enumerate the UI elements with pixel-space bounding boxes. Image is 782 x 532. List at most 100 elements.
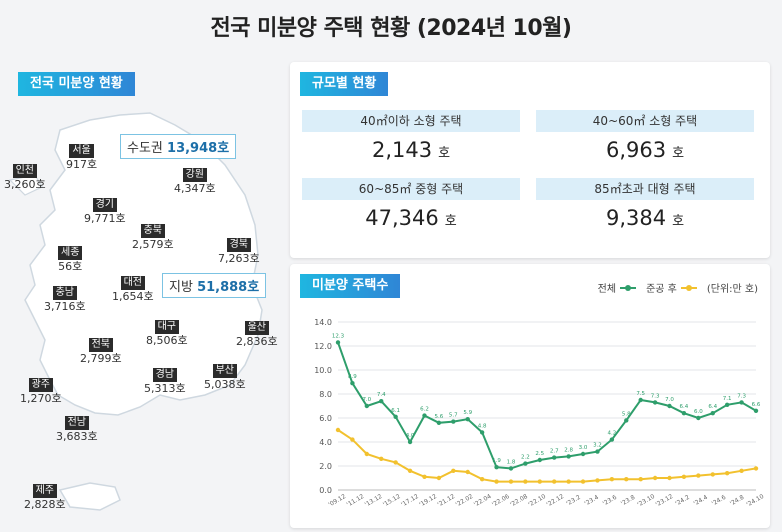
x-tick-label: '24.4 — [692, 494, 709, 508]
chart-legend: 전체 준공 후 (단위:만 호) — [598, 280, 758, 295]
data-label: 6.6 — [752, 402, 761, 408]
region-seoul: 서울 917호 — [66, 144, 98, 171]
size-cell-small-60: 40~60㎡ 소형 주택 6,963 호 — [536, 110, 754, 162]
data-label: 12.3 — [332, 333, 345, 339]
region-gangwon: 강원 4,347호 — [174, 168, 216, 195]
data-label: 1.9 — [492, 458, 501, 464]
size-value: 2,143 호 — [371, 138, 451, 162]
data-point — [335, 427, 341, 433]
data-point — [739, 468, 744, 473]
y-tick-label: 2.0 — [319, 462, 332, 471]
data-point — [523, 479, 528, 484]
x-tick-label: '17.12 — [400, 493, 420, 509]
data-point — [422, 413, 427, 418]
series-line-completed — [337, 429, 757, 483]
data-point — [580, 451, 586, 457]
data-point — [451, 419, 456, 424]
size-cell-medium: 60~85㎡ 중형 주택 47,346 호 — [302, 178, 520, 230]
x-tick-label: '22.10 — [527, 493, 547, 509]
region-gyeongbuk: 경북 7,263호 — [218, 238, 260, 265]
size-value: 47,346 호 — [365, 206, 457, 230]
x-tick-label: '23.2 — [565, 494, 582, 508]
data-point — [638, 477, 643, 482]
data-point — [681, 474, 687, 479]
line-chart: 0.02.04.06.08.010.012.014.0'09.12'11.12'… — [314, 318, 765, 509]
data-point — [667, 475, 672, 481]
size-label: 60~85㎡ 중형 주택 — [302, 178, 520, 200]
data-point — [537, 457, 542, 463]
x-tick-label: '15.12 — [382, 493, 402, 509]
data-point — [479, 430, 485, 435]
data-point — [537, 479, 542, 484]
data-point — [566, 479, 571, 484]
data-point — [350, 437, 355, 442]
y-tick-label: 10.0 — [314, 366, 332, 375]
data-point — [595, 449, 600, 454]
data-point — [696, 473, 701, 478]
data-point — [494, 465, 499, 470]
size-cell-small-40: 40㎡이하 소형 주택 2,143 호 — [302, 110, 520, 162]
data-point — [508, 466, 514, 471]
x-tick-label: '23.8 — [620, 494, 637, 508]
data-point — [724, 471, 730, 476]
x-tick-label: '09.12 — [327, 493, 347, 509]
data-point — [652, 400, 658, 405]
local-area-callout: 지방 51,888호 — [162, 273, 267, 298]
data-point — [552, 455, 557, 460]
map-section-tag: 전국 미분양 현황 — [18, 72, 135, 96]
size-panel: 규모별 현황 40㎡이하 소형 주택 2,143 호 40~60㎡ 소형 주택 6… — [290, 62, 770, 258]
size-value: 6,963 호 — [605, 138, 685, 162]
data-point — [523, 461, 528, 466]
x-tick-label: '19.12 — [418, 493, 438, 509]
region-incheon: 인천 3,260호 — [4, 164, 46, 191]
data-label: 7.3 — [737, 393, 746, 399]
x-tick-label: '22.02 — [455, 493, 475, 509]
data-point — [652, 475, 658, 481]
data-point — [753, 408, 759, 413]
size-label: 40㎡이하 소형 주택 — [302, 110, 520, 132]
data-label: 2.5 — [535, 451, 544, 457]
y-tick-label: 4.0 — [319, 438, 332, 447]
data-label: 6.0 — [694, 409, 703, 415]
data-point — [465, 469, 470, 475]
data-point — [393, 414, 398, 419]
data-point — [624, 418, 629, 423]
data-point — [436, 420, 442, 425]
data-point — [508, 479, 514, 484]
data-point — [494, 479, 499, 484]
data-label: 6.4 — [680, 404, 689, 410]
region-daegu: 대구 8,506호 — [146, 320, 188, 347]
region-chungbuk: 충북 2,579호 — [132, 224, 174, 251]
data-label: 4.0 — [406, 433, 415, 439]
data-label: 7.5 — [636, 391, 645, 397]
korea-map-shape — [8, 112, 263, 511]
data-point — [724, 402, 730, 407]
x-tick-label: '24.2 — [674, 494, 691, 508]
data-label: 7.0 — [665, 397, 674, 403]
x-tick-label: '24.10 — [745, 493, 765, 509]
data-point — [422, 474, 427, 479]
data-label: 8.9 — [348, 374, 357, 380]
data-label: 7.3 — [651, 393, 660, 399]
size-label: 40~60㎡ 소형 주택 — [536, 110, 754, 132]
data-point — [638, 397, 643, 403]
series-line-total — [337, 342, 757, 470]
data-point — [479, 477, 485, 482]
data-label: 5.8 — [622, 411, 631, 417]
x-tick-label: '22.06 — [491, 493, 511, 509]
legend-unit-note: (단위:만 호) — [706, 284, 758, 295]
legend-total-swatch — [620, 284, 637, 291]
x-tick-label: '22.12 — [545, 493, 565, 509]
region-jeju: 제주 2,828호 — [24, 484, 66, 511]
y-tick-label: 14.0 — [314, 318, 332, 327]
data-point — [580, 479, 586, 484]
region-chungnam: 충남 3,716호 — [44, 286, 86, 313]
data-label: 2.8 — [564, 447, 573, 453]
y-tick-label: 0.0 — [319, 486, 332, 495]
korea-map: 서울 917호 인천 3,260호 경기 9,771호 강원 4,347호 충북… — [0, 95, 285, 532]
data-label: 5.9 — [463, 410, 472, 416]
x-tick-label: '22.08 — [509, 493, 529, 509]
x-tick-label: '22.04 — [473, 493, 493, 509]
data-point — [696, 415, 701, 421]
data-point — [667, 403, 672, 409]
